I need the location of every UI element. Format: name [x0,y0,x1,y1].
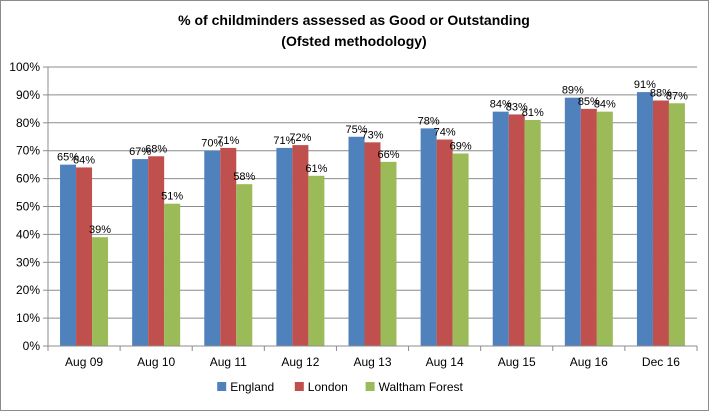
data-label: 58% [233,171,255,183]
bar [668,103,685,347]
bar [436,139,453,346]
data-label: 71% [217,135,239,147]
y-tick-label: 70% [16,144,40,158]
bar [148,156,165,346]
y-tick-label: 10% [16,311,40,325]
bar [452,153,469,346]
y-axis: 0% 10% 20% 30% 40% 50% 60% 70% 80% 90% 100% [9,60,49,353]
bars [60,92,685,347]
chart-title: % of childminders assessed as Good or Ou… [178,12,530,49]
bar [220,147,237,346]
bar [652,100,669,346]
data-label: 78% [418,115,440,127]
data-label: 66% [377,149,399,161]
x-tick-label: Aug 13 [353,355,391,369]
bar [292,145,309,346]
data-labels: 65%64%39%67%68%51%70%71%58%71%72%61%75%7… [57,79,688,236]
bar [636,92,653,346]
data-label: 70% [201,138,223,150]
x-axis: Aug 09 Aug 10 Aug 11 Aug 12 Aug 13 Aug 14 Aug … [47,345,698,369]
data-label: 81% [522,107,544,119]
bar [364,142,381,346]
bar [76,167,93,346]
y-tick-label: 100% [9,60,40,74]
y-tick-label: 90% [16,88,40,102]
legend-swatch [365,382,375,391]
legend-label: London [308,380,348,394]
bar [276,147,293,346]
y-tick-label: 30% [16,255,40,269]
x-tick-label: Aug 14 [426,355,464,369]
legend-swatch [217,382,227,391]
data-label: 83% [506,101,528,113]
x-tick-label: Aug 09 [65,355,103,369]
x-tick-label: Aug 12 [281,355,319,369]
data-label: 39% [89,224,111,236]
data-label: 75% [345,124,367,136]
data-label: 71% [273,135,295,147]
bar [492,111,509,346]
bar [524,120,541,346]
bar [60,164,77,346]
bar [564,97,581,346]
bar [308,175,325,346]
x-tick-label: Dec 16 [642,355,680,369]
data-label: 89% [562,85,584,97]
bar [420,128,437,346]
x-tick-label: Aug 16 [570,355,608,369]
x-tick-label: Aug 15 [498,355,536,369]
data-label: 85% [578,96,600,108]
y-tick-label: 40% [16,227,40,241]
bar [580,108,597,346]
data-label: 65% [57,152,79,164]
data-label: 69% [450,140,472,152]
bar [92,237,109,346]
data-label: 51% [161,191,183,203]
data-label: 72% [289,132,311,144]
y-tick-label: 0% [23,339,41,353]
bar [236,184,253,346]
data-label: 84% [594,99,616,111]
bar [380,161,397,346]
chart-title-line-1: % of childminders assessed as Good or Ou… [178,12,530,28]
y-tick-label: 80% [16,116,40,130]
legend-swatch [294,382,304,391]
legend-label: England [230,380,274,394]
bar [164,203,181,346]
data-label: 73% [361,129,383,141]
y-tick-label: 50% [16,200,40,214]
data-label: 68% [145,143,167,155]
x-tick-label: Aug 11 [210,355,247,369]
data-label: 67% [129,146,151,158]
data-label: 61% [305,163,327,175]
bar [596,111,613,346]
x-tick-label: Aug 10 [137,355,175,369]
bar [132,159,149,346]
data-label: 88% [650,87,672,99]
bar [348,136,365,346]
data-label: 84% [490,99,512,111]
y-tick-label: 60% [16,172,40,186]
data-label: 91% [634,79,656,91]
data-label: 87% [666,90,688,102]
bar [508,114,525,347]
bar [204,150,221,346]
data-label: 74% [434,127,456,139]
y-tick-label: 20% [16,283,40,297]
chart-title-line-2: (Ofsted methodology) [281,33,426,49]
legend: England London Waltham Forest [217,380,464,394]
data-label: 64% [73,154,95,166]
legend-label: Waltham Forest [379,380,464,394]
